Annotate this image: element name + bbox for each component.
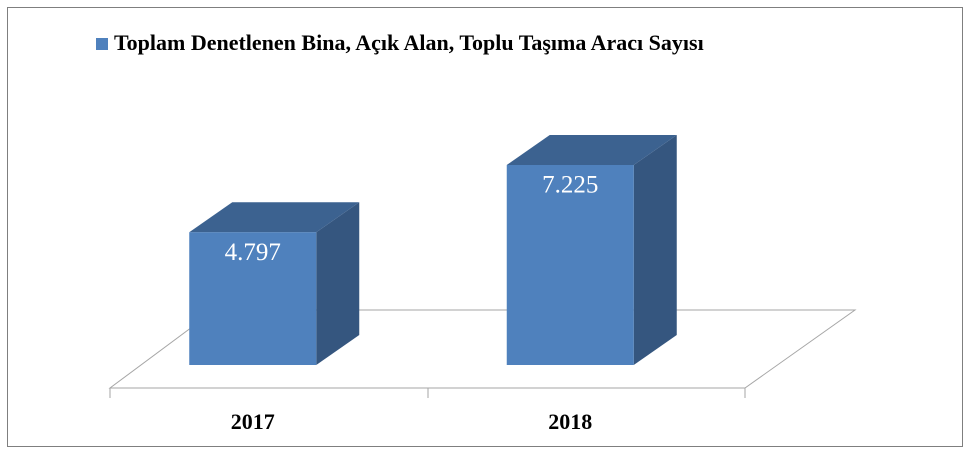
bar (189, 232, 317, 365)
bar (506, 165, 634, 365)
bar-top (189, 202, 360, 233)
legend-label: Toplam Denetlenen Bina, Açık Alan, Toplu… (114, 30, 704, 55)
x-tick-label: 2017 (231, 409, 275, 434)
legend-swatch (96, 38, 108, 50)
value-label: 4.797 (225, 239, 281, 266)
value-label: 7.225 (542, 172, 598, 199)
bar-side (633, 135, 677, 365)
floor (108, 309, 857, 389)
category-ticks (109, 388, 746, 398)
x-tick-label: 2018 (548, 409, 592, 434)
chart-frame (7, 7, 963, 447)
bar-top (506, 135, 677, 165)
bar-side (316, 202, 360, 365)
